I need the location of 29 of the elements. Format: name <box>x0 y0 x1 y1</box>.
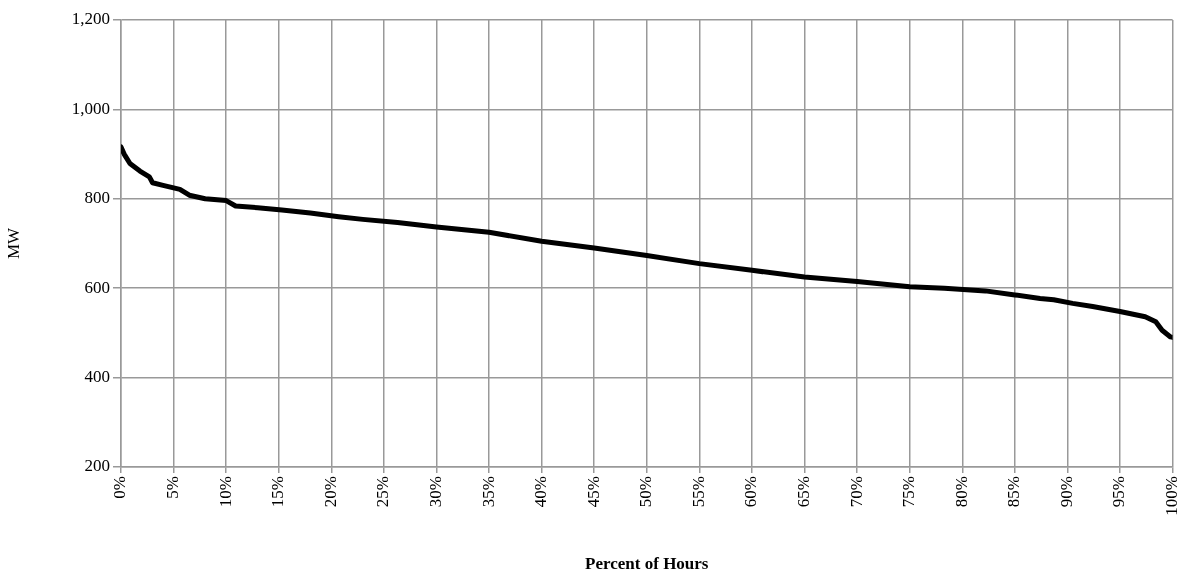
x-tick-label: 100% <box>1162 476 1182 516</box>
x-tick-label: 45% <box>583 476 603 508</box>
x-tick-label: 40% <box>531 476 551 508</box>
x-tick-label: 10% <box>215 476 235 508</box>
x-tick-label: 0% <box>110 476 130 499</box>
x-tick-label: 20% <box>320 476 340 508</box>
y-tick-label: 200 <box>84 456 110 476</box>
x-tick-label: 15% <box>268 476 288 508</box>
x-tick-label: 90% <box>1056 476 1076 508</box>
y-tick-label: 800 <box>84 188 110 208</box>
x-tick-label: 95% <box>1109 476 1129 508</box>
y-axis-title: MW <box>3 226 23 260</box>
x-tick-label: 60% <box>741 476 761 508</box>
y-tick-label: 400 <box>84 367 110 387</box>
x-tick-label: 35% <box>478 476 498 508</box>
y-tick-label: 600 <box>84 277 110 297</box>
x-tick-label: 75% <box>899 476 919 508</box>
x-tick-label: 5% <box>163 476 183 499</box>
x-tick-label: 80% <box>951 476 971 508</box>
y-tick-label: 1,200 <box>71 9 110 29</box>
x-tick-label: 70% <box>846 476 866 508</box>
y-tick-label: 1,000 <box>71 98 110 118</box>
x-tick-label: 25% <box>373 476 393 508</box>
x-tick-label: 65% <box>794 476 814 508</box>
x-tick-label: 30% <box>425 476 445 508</box>
x-tick-label: 85% <box>1004 476 1024 508</box>
x-tick-label: 55% <box>688 476 708 508</box>
x-tick-label: 50% <box>636 476 656 508</box>
x-axis-title: Percent of Hours <box>585 554 709 574</box>
